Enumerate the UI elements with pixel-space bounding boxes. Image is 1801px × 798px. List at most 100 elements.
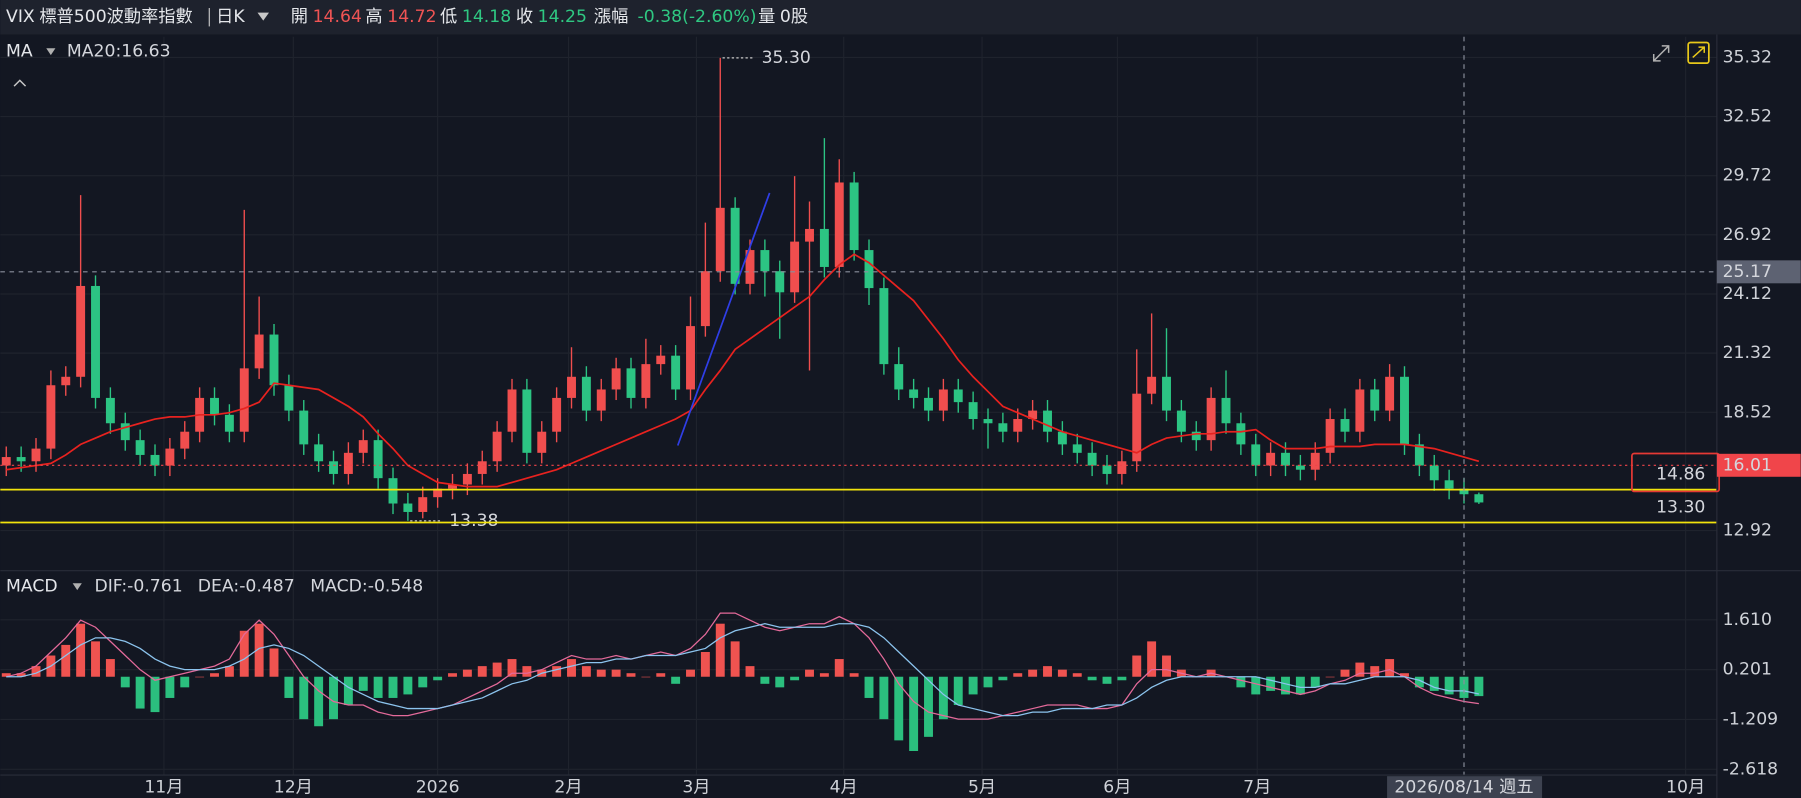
crosshair-date-box	[1387, 776, 1543, 798]
candle-body	[1340, 419, 1350, 432]
expand-arrows[interactable]	[1652, 45, 1670, 62]
candle-body	[790, 241, 800, 293]
y-tick-label: 35.32	[1723, 47, 1772, 67]
indicator-dropdown[interactable]	[46, 48, 56, 56]
macd-bar	[1355, 662, 1365, 677]
macd-bar	[492, 662, 502, 677]
macd-bar	[686, 669, 695, 677]
candle-body	[983, 419, 993, 424]
change-label: 漲幅	[594, 7, 628, 27]
legend-entry: DEA:-0.487	[198, 577, 295, 597]
macd-bar	[477, 666, 487, 677]
x-tick-label: 4月	[830, 778, 858, 798]
candle-body	[1459, 488, 1469, 495]
x-tick-label: 6月	[1103, 778, 1131, 798]
macd-bar	[1459, 676, 1469, 698]
macd-bar	[1072, 673, 1082, 677]
candle-body	[953, 389, 963, 403]
candle-body	[730, 207, 740, 284]
crosshair-date-label: 2026/08/14 週五	[1394, 778, 1533, 798]
macd-bar	[165, 676, 175, 698]
candle-body	[775, 271, 785, 293]
macd-bar	[224, 666, 234, 677]
period-dropdown[interactable]	[257, 12, 269, 21]
candle-body	[998, 423, 1008, 432]
candle-body	[477, 461, 487, 474]
macd-bar	[1266, 676, 1276, 691]
candle-body	[894, 364, 904, 390]
macd-bar	[1028, 669, 1038, 677]
macd-bar	[314, 676, 324, 727]
ma-legend: MA20:16.63	[67, 42, 171, 62]
legend-entry: MACD:-0.548	[310, 577, 423, 597]
candle-body	[418, 497, 428, 512]
indicator-label[interactable]: MA	[6, 42, 33, 62]
last-price-label: 16.01	[1723, 455, 1772, 475]
macd-bar	[567, 659, 576, 677]
macd-bar	[998, 676, 1008, 681]
candle-body	[91, 285, 100, 398]
candle-body	[1147, 376, 1157, 394]
macd-bar	[418, 676, 428, 688]
low-label: 低	[440, 7, 457, 27]
fullscreen-arrow[interactable]	[1692, 46, 1705, 58]
ma-line	[6, 253, 1480, 488]
candle-body	[1206, 397, 1216, 441]
macd-bar	[522, 666, 532, 677]
candle-body	[1236, 423, 1246, 445]
macd-bar	[700, 651, 710, 677]
x-tick-label: 10月	[1666, 778, 1705, 798]
candle-body	[492, 431, 502, 462]
macd-bar	[730, 641, 740, 677]
macd-bar	[715, 623, 725, 677]
macd-bar	[1281, 676, 1290, 695]
period[interactable]: 日K	[216, 7, 245, 27]
macd-bar	[433, 676, 443, 681]
x-tick-label: 5月	[968, 778, 996, 798]
candle-body	[537, 431, 547, 453]
macd-label[interactable]: MACD	[6, 577, 58, 597]
candle-body	[1043, 410, 1052, 432]
macd-bar	[1310, 676, 1320, 688]
macd-bar	[1013, 673, 1023, 677]
high-value: 14.72	[387, 7, 436, 27]
collapse-icon[interactable]	[13, 79, 27, 87]
candle-body	[1057, 431, 1067, 445]
candle-body	[611, 368, 621, 390]
macd-bar	[1340, 669, 1350, 677]
candle-body	[210, 397, 219, 415]
x-tick-label: 2026	[416, 778, 460, 798]
macd-bar	[1251, 676, 1261, 695]
candle-body	[284, 385, 294, 411]
candle-body	[924, 397, 933, 411]
macd-bar	[1325, 676, 1335, 678]
macd-bar	[343, 676, 353, 706]
candle-body	[1162, 376, 1171, 411]
macd-bar	[745, 666, 755, 677]
symbol-name: 標普500波動率指數	[39, 7, 192, 27]
candle-body	[1474, 494, 1484, 503]
y-tick-label: 29.72	[1723, 166, 1772, 186]
x-tick-label: 2月	[554, 778, 582, 798]
candle-body	[433, 488, 443, 498]
candle-body	[180, 431, 190, 449]
candle-body	[448, 484, 457, 489]
x-tick-label: 11月	[144, 778, 183, 798]
fullscreen-icon[interactable]	[1687, 41, 1710, 65]
candle-body	[343, 452, 353, 474]
last-price-box	[1716, 453, 1801, 477]
candle-body	[760, 250, 770, 272]
candle-body	[715, 207, 725, 272]
crosshair-price-box	[1716, 260, 1801, 284]
macd-bar	[299, 676, 309, 720]
candle-body	[46, 385, 56, 449]
candle-body	[1013, 419, 1023, 432]
candle-body	[1414, 444, 1424, 466]
macd-bar	[120, 676, 130, 688]
y-tick-label: -1.209	[1723, 709, 1779, 729]
macd-bar	[1385, 659, 1395, 677]
macd-dropdown[interactable]	[72, 583, 82, 591]
macd-bar	[581, 666, 591, 677]
expand-icon[interactable]	[1652, 45, 1670, 62]
